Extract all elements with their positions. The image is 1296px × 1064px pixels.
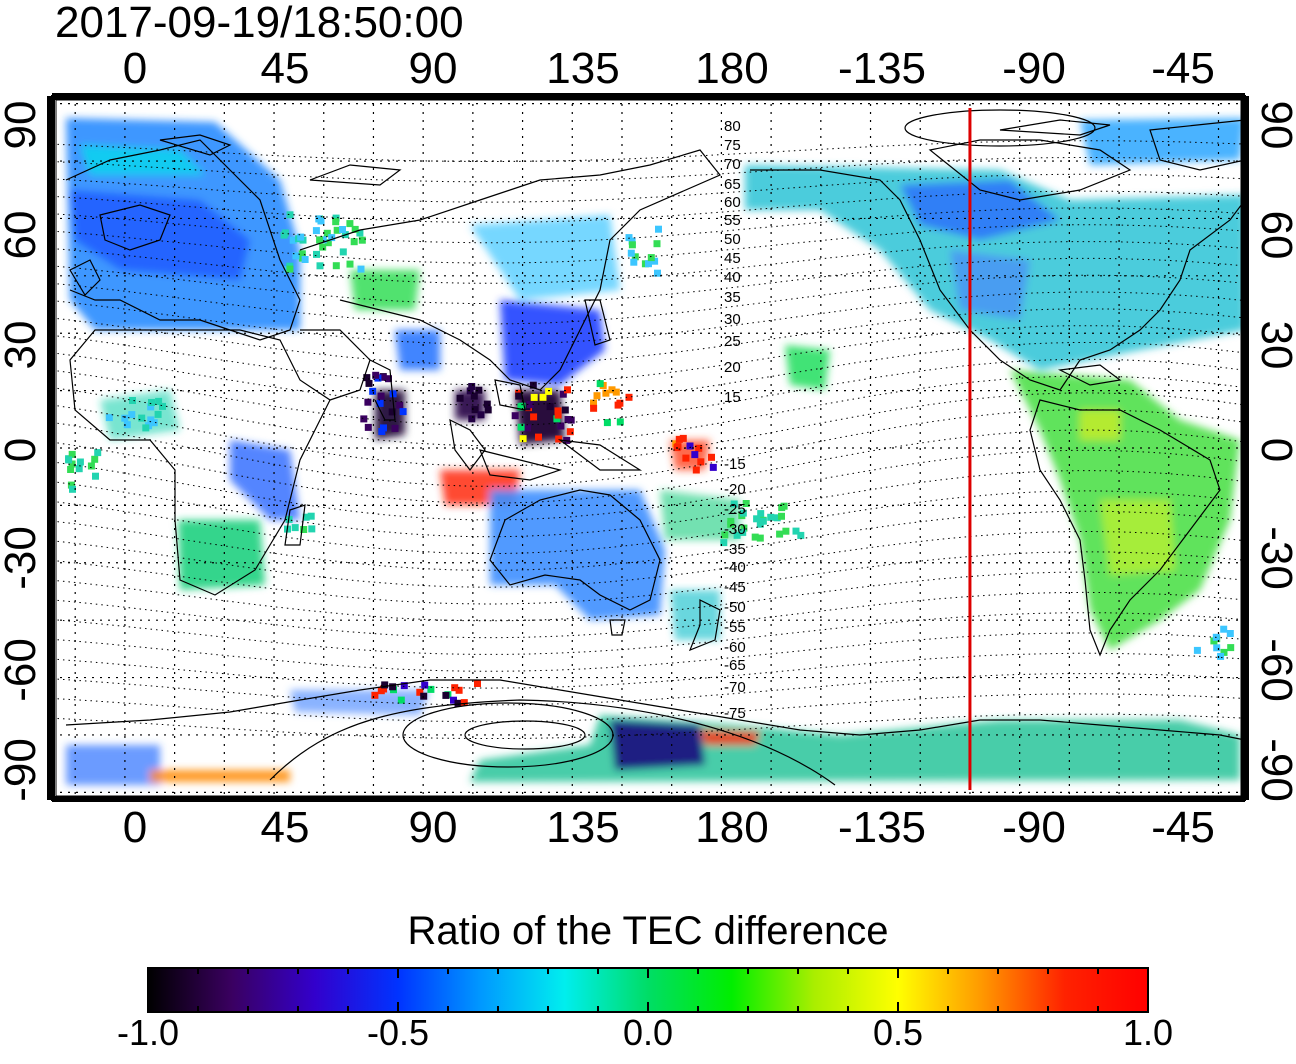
magnetic-latitude-label: -70 [724,679,746,696]
magnetic-latitude-label: 45 [724,250,741,267]
bottom-tick-label: 45 [260,803,310,852]
right-tick-label: 60 [1252,210,1296,260]
magnetic-latitude-lines [52,140,1245,739]
right-tick-label: -60 [1252,638,1296,702]
top-tick-label: 90 [408,44,458,93]
top-tick-label: 180 [695,44,769,93]
top-tick-label: 0 [122,44,148,93]
right-tick-label: -30 [1252,526,1296,590]
top-tick-label: 135 [546,44,620,93]
colorbar-tick-label: 1.0 [1122,1012,1174,1053]
left-tick-label: -30 [0,526,45,590]
right-tick-label: 0 [1252,438,1296,462]
colorbar-tick-label: -0.5 [366,1012,430,1053]
coastlines [65,109,1245,786]
top-tick-label: 45 [260,44,310,93]
magnetic-latitude-label: 25 [724,333,741,350]
magnetic-latitude-label: -65 [724,657,746,674]
colorbar-tick-label: 0.0 [622,1012,674,1053]
plot-frame [47,93,1249,802]
map-grid [52,96,1245,800]
right-tick-label: -90 [1252,738,1296,802]
magnetic-latitude-label: 40 [724,269,741,286]
right-tick-label: 30 [1252,320,1296,370]
top-tick-label: -90 [1002,44,1066,93]
colorbar-tick-label: 0.5 [872,1012,924,1053]
magnetic-latitude-label: 70 [724,156,741,173]
magnetic-latitude-label: -55 [724,619,746,636]
bottom-tick-label: 180 [695,803,769,852]
magnetic-latitude-label: -25 [724,501,746,518]
timestamp-title: 2017-09-19/18:50:00 [55,0,464,47]
magnetic-latitude-label: 20 [724,359,741,376]
left-tick-label: 0 [0,437,45,463]
magnetic-latitude-label: -35 [724,541,746,558]
colorbar-ticks [147,968,1149,1012]
bottom-tick-label: -90 [1002,803,1066,852]
magnetic-latitude-label: -20 [724,481,746,498]
magnetic-latitude-label: -45 [724,579,746,596]
bottom-tick-label: -45 [1151,803,1215,852]
bottom-tick-label: 135 [546,803,620,852]
magnetic-latitude-label: 80 [724,118,741,135]
left-tick-label: -90 [0,738,45,802]
magnetic-latitude-label: -75 [724,705,746,722]
magnetic-latitude-label: 55 [724,212,741,229]
magnetic-latitude-label: -60 [724,639,746,656]
magnetic-latitude-label: 35 [724,289,741,306]
bottom-tick-label: -135 [837,803,927,852]
top-tick-label: -135 [837,44,927,93]
left-tick-label: 90 [0,100,45,150]
magnetic-latitude-label: 15 [724,389,741,406]
magnetic-latitude-label: 30 [724,311,741,328]
magnetic-latitude-label: 75 [724,137,741,154]
magnetic-latitude-label: -15 [724,456,746,473]
bottom-tick-label: 0 [122,803,148,852]
magnetic-latitude-label: 50 [724,231,741,248]
magnetic-latitude-label: 60 [724,194,741,211]
magnetic-latitude-label: -40 [724,559,746,576]
left-tick-label: -60 [0,638,45,702]
colorbar-tick-label: -1.0 [116,1012,180,1053]
left-tick-label: 60 [0,210,45,260]
right-tick-label: 90 [1252,100,1296,150]
magnetic-latitude-label: 65 [724,176,741,193]
magnetic-latitude-label: -50 [724,599,746,616]
magnetic-latitude-label: -30 [724,521,746,538]
colorbar-title: Ratio of the TEC difference [407,909,889,953]
bottom-tick-label: 90 [408,803,458,852]
left-tick-label: 30 [0,320,45,370]
top-tick-label: -45 [1151,44,1215,93]
